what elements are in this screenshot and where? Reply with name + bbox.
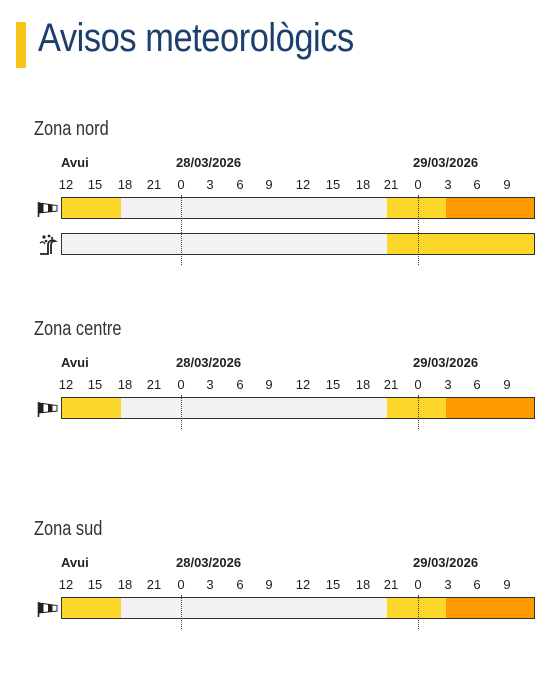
hour-label: 18 bbox=[355, 177, 371, 192]
hour-label: 9 bbox=[265, 177, 273, 192]
hour-label: 15 bbox=[87, 577, 103, 592]
hour-label: 12 bbox=[58, 177, 74, 192]
hour-label: 3 bbox=[444, 177, 452, 192]
warning-segment-yellow[interactable] bbox=[386, 398, 446, 418]
hour-label: 15 bbox=[325, 577, 341, 592]
hour-label: 0 bbox=[177, 577, 185, 592]
hour-label: 6 bbox=[236, 377, 244, 392]
hour-label: 12 bbox=[58, 377, 74, 392]
hour-label: 3 bbox=[206, 377, 214, 392]
warning-segment-none[interactable] bbox=[121, 598, 387, 618]
hour-label: 0 bbox=[177, 177, 185, 192]
hour-label: 9 bbox=[503, 377, 511, 392]
hour-label: 3 bbox=[206, 577, 214, 592]
wind-sock-icon bbox=[37, 197, 59, 219]
hour-label: 12 bbox=[295, 177, 311, 192]
hour-label: 21 bbox=[383, 577, 399, 592]
hour-label: 18 bbox=[117, 177, 133, 192]
hour-label: 21 bbox=[383, 177, 399, 192]
hour-label: 9 bbox=[265, 377, 273, 392]
zone-title: Zona sud bbox=[34, 518, 103, 540]
hour-label: 3 bbox=[444, 377, 452, 392]
hour-label: 0 bbox=[177, 377, 185, 392]
warning-segment-orange[interactable] bbox=[445, 198, 534, 218]
hour-label: 3 bbox=[206, 177, 214, 192]
hour-label: 21 bbox=[146, 177, 162, 192]
day-divider-line bbox=[418, 395, 419, 429]
hour-label: 15 bbox=[87, 177, 103, 192]
wave-impact-icon bbox=[37, 233, 59, 255]
hour-label: 9 bbox=[503, 177, 511, 192]
hour-label: 18 bbox=[117, 377, 133, 392]
day-divider-line bbox=[418, 595, 419, 629]
title-accent-bar bbox=[16, 22, 26, 68]
warning-timeline-bar[interactable] bbox=[61, 597, 535, 619]
warning-timeline-bar[interactable] bbox=[61, 233, 535, 255]
hour-label: 9 bbox=[503, 577, 511, 592]
warning-segment-yellow[interactable] bbox=[386, 198, 446, 218]
day-divider-line bbox=[181, 395, 182, 429]
hour-label: 9 bbox=[265, 577, 273, 592]
warning-segment-yellow[interactable] bbox=[62, 198, 121, 218]
hour-label: 18 bbox=[355, 377, 371, 392]
warning-segment-orange[interactable] bbox=[445, 398, 534, 418]
zone-title: Zona nord bbox=[34, 118, 109, 140]
day-label: Avui bbox=[61, 355, 89, 370]
day-label: 29/03/2026 bbox=[413, 555, 479, 570]
warning-zone: Zona centre Avui 28/03/2026 29/03/2026 12 15 1… bbox=[0, 318, 560, 478]
hour-label: 18 bbox=[355, 577, 371, 592]
warning-segment-yellow[interactable] bbox=[386, 598, 446, 618]
warning-zone: Zona nord Avui 28/03/2026 29/03/2026 12 15 18 2… bbox=[0, 118, 560, 278]
hour-label: 15 bbox=[325, 377, 341, 392]
hour-label: 12 bbox=[58, 577, 74, 592]
hour-label: 21 bbox=[383, 377, 399, 392]
hour-label: 6 bbox=[473, 377, 481, 392]
page-title: Avisos meteorològics bbox=[38, 16, 354, 60]
hour-label: 0 bbox=[414, 177, 422, 192]
hour-label: 21 bbox=[146, 577, 162, 592]
warning-segment-none[interactable] bbox=[121, 198, 387, 218]
day-label: 28/03/2026 bbox=[176, 555, 242, 570]
zone-title: Zona centre bbox=[34, 318, 122, 340]
hour-label: 15 bbox=[87, 377, 103, 392]
warning-segment-yellow[interactable] bbox=[62, 398, 121, 418]
warning-segment-none[interactable] bbox=[62, 234, 387, 254]
hour-label: 15 bbox=[325, 177, 341, 192]
warning-timeline-bar[interactable] bbox=[61, 197, 535, 219]
warning-zone: Zona sud Avui 28/03/2026 29/03/2026 12 15 18 21… bbox=[0, 518, 560, 678]
day-divider-line bbox=[181, 195, 182, 265]
hour-label: 0 bbox=[414, 377, 422, 392]
hour-label: 6 bbox=[236, 177, 244, 192]
hour-label: 6 bbox=[236, 577, 244, 592]
day-label: Avui bbox=[61, 555, 89, 570]
warning-segment-yellow[interactable] bbox=[386, 234, 534, 254]
day-divider-line bbox=[181, 595, 182, 629]
hour-label: 12 bbox=[295, 377, 311, 392]
hour-label: 6 bbox=[473, 177, 481, 192]
day-label: 29/03/2026 bbox=[413, 355, 479, 370]
warning-segment-orange[interactable] bbox=[445, 598, 534, 618]
wind-sock-icon bbox=[37, 397, 59, 419]
hour-label: 0 bbox=[414, 577, 422, 592]
wind-sock-icon bbox=[37, 597, 59, 619]
hour-label: 3 bbox=[444, 577, 452, 592]
hour-label: 6 bbox=[473, 577, 481, 592]
day-divider-line bbox=[418, 195, 419, 265]
day-label: 29/03/2026 bbox=[413, 155, 479, 170]
warning-segment-yellow[interactable] bbox=[62, 598, 121, 618]
hour-label: 12 bbox=[295, 577, 311, 592]
hour-label: 21 bbox=[146, 377, 162, 392]
day-label: Avui bbox=[61, 155, 89, 170]
day-label: 28/03/2026 bbox=[176, 155, 242, 170]
day-label: 28/03/2026 bbox=[176, 355, 242, 370]
hour-label: 18 bbox=[117, 577, 133, 592]
warning-segment-none[interactable] bbox=[121, 398, 387, 418]
warning-timeline-bar[interactable] bbox=[61, 397, 535, 419]
